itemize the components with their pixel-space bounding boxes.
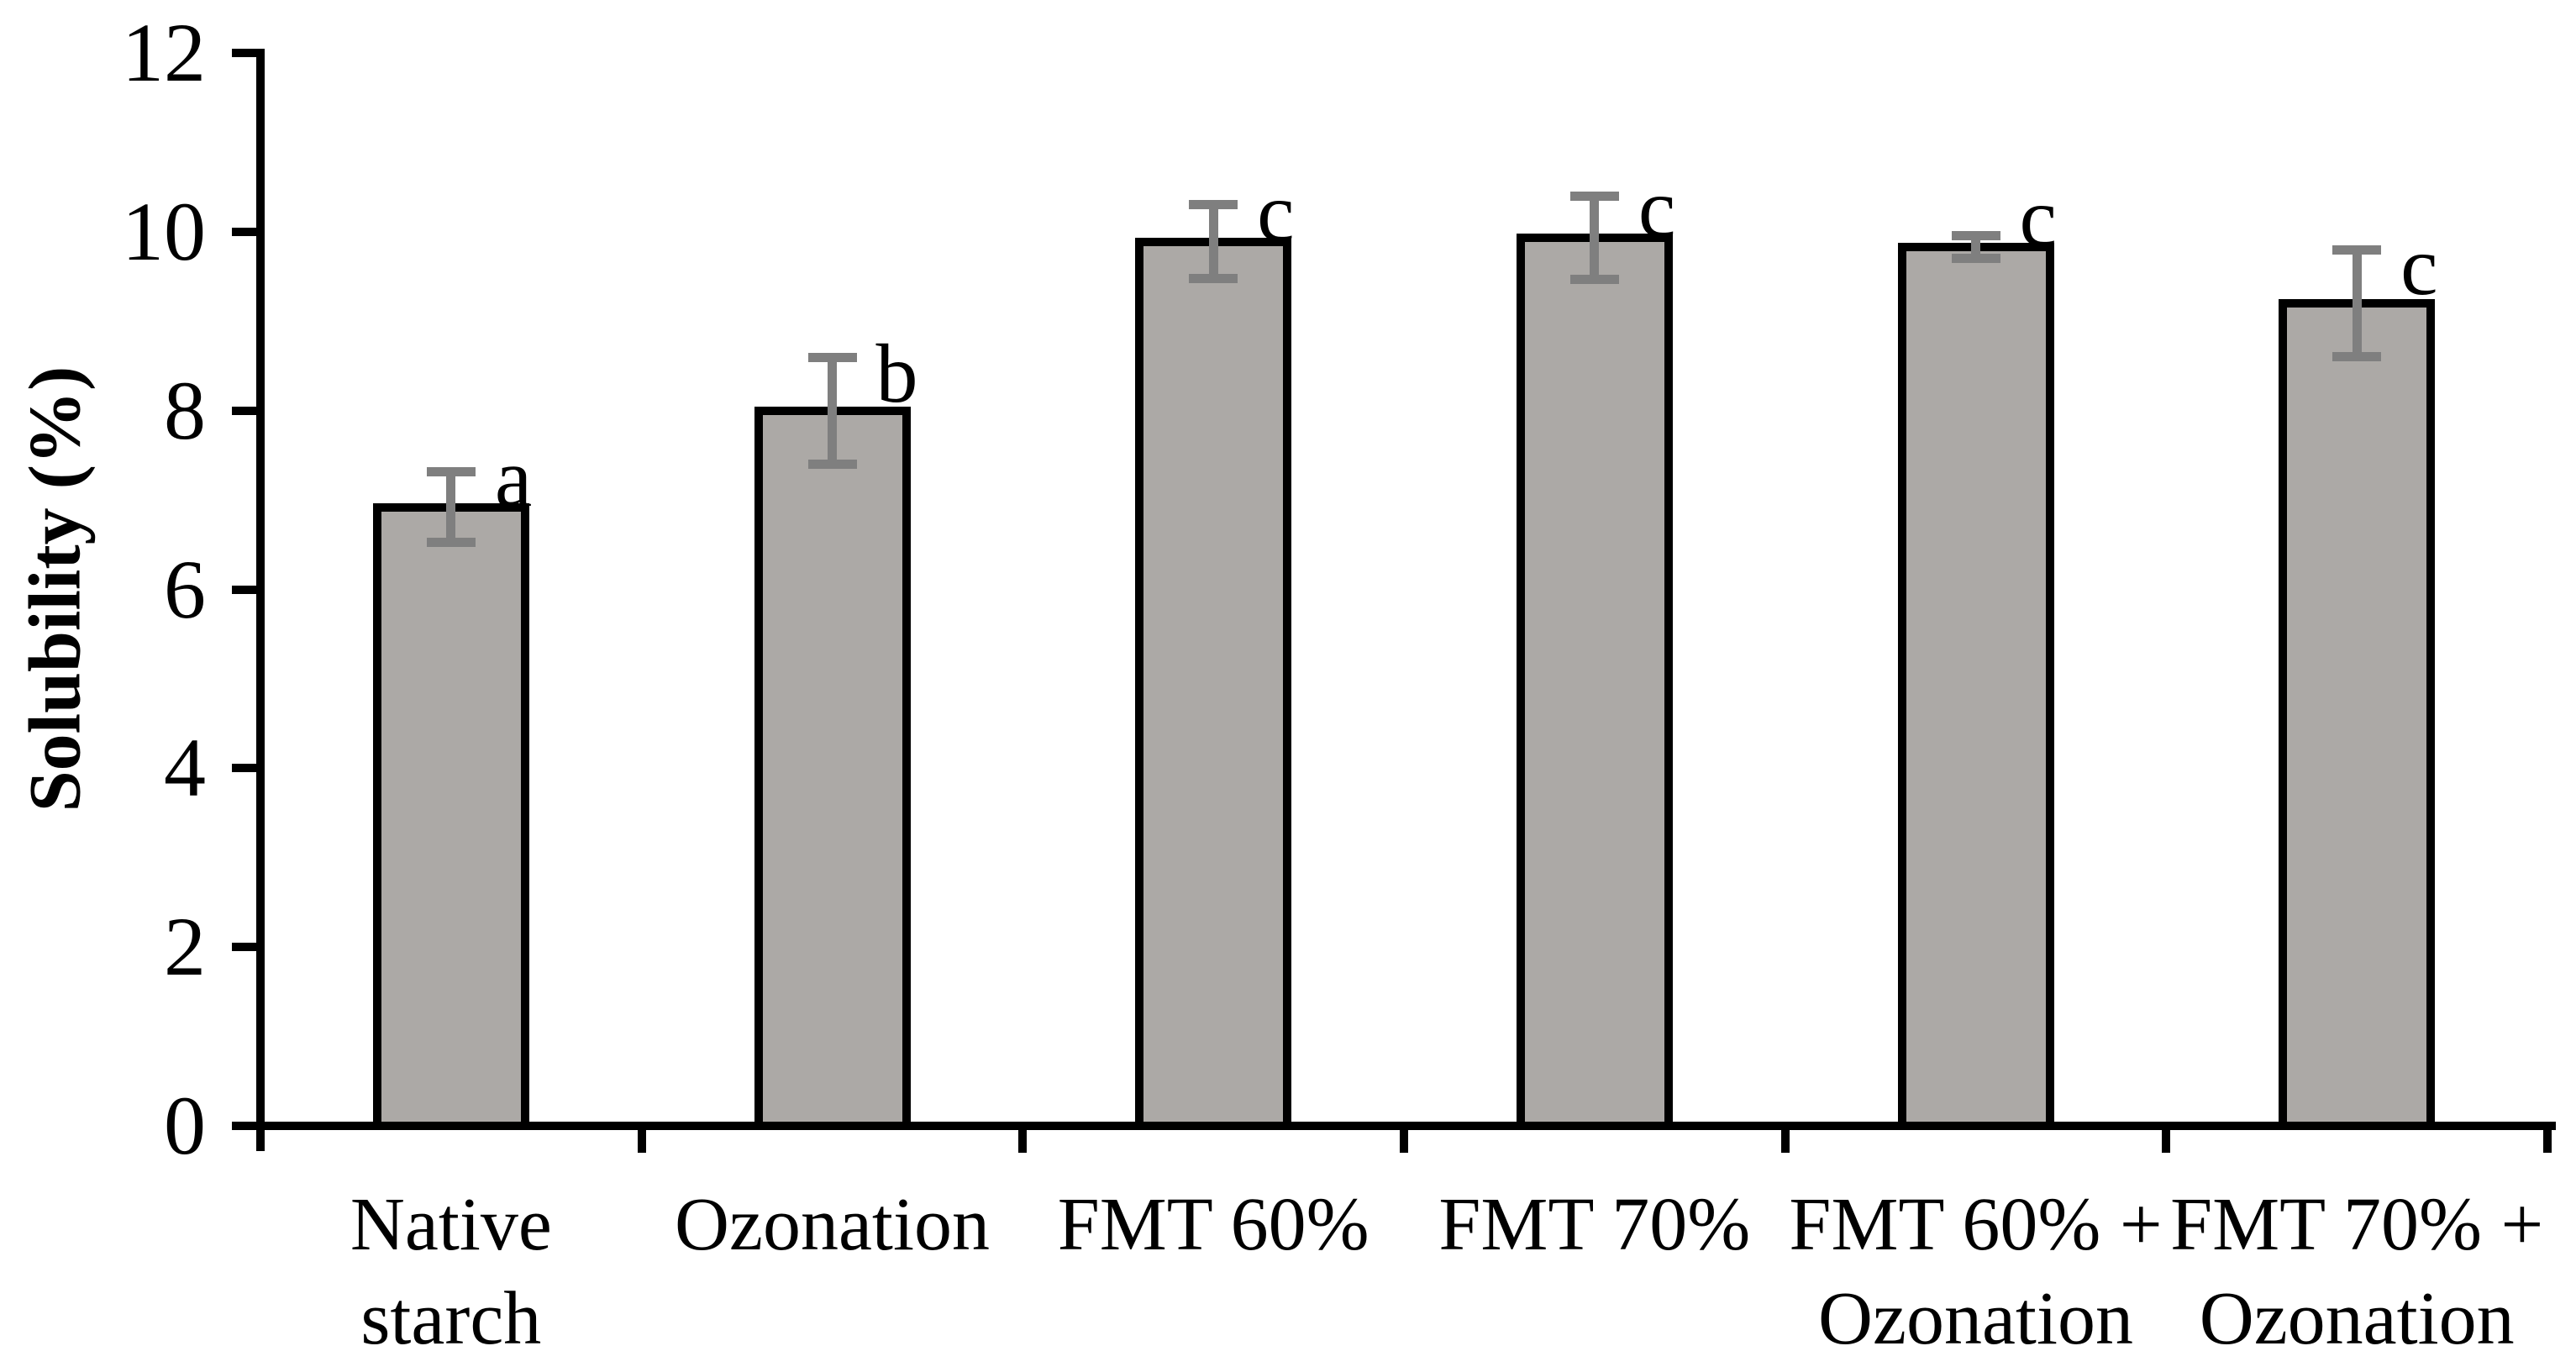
error-bar-bottom-cap [1569, 275, 1619, 285]
error-bar-bottom-cap [2332, 351, 2382, 361]
x-category-label: FMT 60% + Ozonation [1779, 1178, 2174, 1366]
bar [372, 502, 529, 1130]
y-tick-label: 4 [164, 721, 206, 815]
bar [2279, 299, 2436, 1130]
bar [1516, 234, 1673, 1130]
x-category-label: FMT 70% [1397, 1178, 1792, 1272]
x-category-label-line: FMT 60% [1057, 1183, 1369, 1266]
y-tick-label: 6 [164, 542, 206, 636]
x-category-label-line: FMT 60% + [1789, 1183, 2163, 1266]
x-category-label-line: FMT 70% + [2170, 1183, 2544, 1266]
y-tick-label: 0 [164, 1079, 206, 1172]
y-tick [232, 1122, 260, 1130]
error-bar-bottom-cap [807, 459, 857, 469]
error-bar-bottom-cap [1189, 274, 1238, 284]
y-tick [232, 406, 260, 415]
y-tick [232, 49, 260, 58]
x-tick [2162, 1126, 2171, 1153]
x-tick [1780, 1126, 1790, 1153]
error-bar-stem [446, 471, 456, 544]
error-bar-stem [1971, 235, 1980, 259]
significance-letter: c [1638, 161, 1676, 255]
bar [754, 406, 911, 1130]
error-bar-stem [2352, 250, 2362, 357]
significance-letter: b [875, 326, 918, 420]
x-category-label-line: Ozonation [2199, 1277, 2515, 1360]
x-tick [2543, 1126, 2552, 1153]
significance-letter: a [494, 430, 533, 524]
error-bar-bottom-cap [1951, 253, 2000, 263]
error-bar-top-cap [426, 467, 476, 477]
significance-letter: c [2019, 171, 2057, 265]
y-axis-line [256, 49, 265, 1151]
error-bar-stem [1208, 204, 1218, 280]
x-category-label: Native starch [254, 1178, 649, 1366]
error-bar-stem [828, 356, 837, 465]
y-tick-label: 2 [164, 900, 206, 994]
x-category-label-line: Native [350, 1183, 552, 1266]
bar [1897, 243, 2054, 1130]
significance-letter: c [1257, 165, 1295, 259]
x-category-label-line: starch [360, 1277, 542, 1360]
error-bar-stem [1590, 196, 1600, 281]
y-tick [232, 585, 260, 594]
error-bar-top-cap [1951, 231, 2000, 241]
significance-letter: c [2400, 219, 2438, 313]
error-bar-top-cap [1189, 200, 1238, 210]
x-category-label: Ozonation [635, 1178, 1030, 1272]
x-category-label: FMT 60% [1016, 1178, 1411, 1272]
y-tick-label: 12 [122, 6, 206, 100]
x-tick [1018, 1126, 1028, 1153]
y-tick-label: 10 [122, 185, 206, 278]
x-category-label-line: Ozonation [1818, 1277, 2133, 1360]
x-category-label-line: Ozonation [675, 1183, 990, 1266]
bar [1135, 237, 1292, 1130]
x-category-label-line: FMT 70% [1438, 1183, 1751, 1266]
y-tick [232, 943, 260, 952]
y-tick-label: 8 [164, 363, 206, 457]
x-tick [1400, 1126, 1408, 1153]
y-tick [232, 228, 260, 236]
error-bar-top-cap [807, 352, 857, 362]
error-bar-top-cap [2332, 245, 2382, 255]
error-bar-top-cap [1569, 192, 1619, 202]
error-bar-bottom-cap [426, 538, 476, 548]
y-tick [232, 764, 260, 773]
x-category-label: FMT 70% + Ozonation [2159, 1178, 2554, 1366]
x-tick [637, 1126, 646, 1153]
